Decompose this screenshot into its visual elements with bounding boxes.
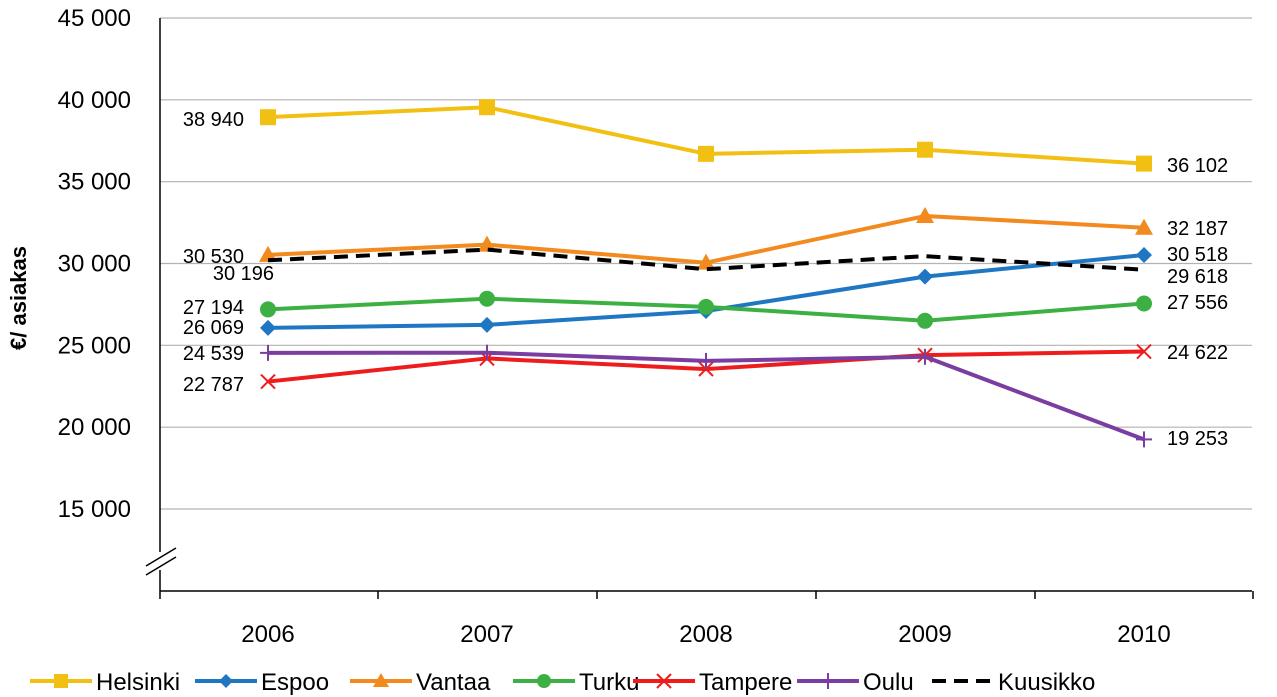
legend-label: Kuusikko — [998, 669, 1095, 696]
data-label: 36 102 — [1167, 155, 1228, 177]
legend-label: Vantaa — [416, 669, 491, 696]
marker-diamond — [479, 316, 495, 333]
marker-diamond — [917, 268, 933, 285]
marker-x — [1136, 343, 1152, 360]
x-tick-label: 2009 — [898, 621, 951, 648]
marker-x — [698, 361, 714, 377]
marker-triangle — [259, 245, 277, 262]
data-label: 32 187 — [1167, 218, 1228, 240]
series-group — [259, 99, 1153, 448]
gridlines — [160, 17, 1252, 510]
marker-triangle — [1135, 218, 1153, 235]
series-helsinki — [260, 99, 1152, 172]
y-tick-label: 45 000 — [58, 5, 131, 32]
legend-item-oulu: Oulu — [797, 669, 914, 696]
legend-label: Turku — [579, 669, 639, 696]
marker-x — [260, 373, 276, 390]
data-label: 24 622 — [1167, 342, 1228, 364]
marker-triangle — [478, 235, 496, 252]
legend-label: Tampere — [699, 669, 792, 696]
data-label: 30 196 — [213, 263, 274, 285]
legend-item-tampere: Tampere — [633, 669, 792, 696]
data-label: 19 253 — [1167, 428, 1228, 450]
legend-item-vantaa: Vantaa — [350, 669, 491, 696]
legend-item-helsinki: Helsinki — [30, 669, 180, 696]
marker-triangle — [697, 253, 715, 270]
axes: 15 000 20 000 25 000 30 000 35 000 40 000 45 0… — [58, 5, 1254, 648]
y-axis-label: €/ asiakas — [6, 246, 31, 350]
legend-item-turku: Turku — [513, 669, 639, 696]
legend-label: Helsinki — [96, 669, 180, 696]
marker-circle — [537, 674, 551, 688]
y-tick-label: 35 000 — [58, 169, 131, 196]
marker-circle — [698, 298, 714, 315]
data-label: 27 556 — [1167, 292, 1228, 314]
legend-label: Oulu — [863, 669, 914, 696]
legend-item-kuusikko: Kuusikko — [932, 669, 1095, 696]
y-tick-label: 20 000 — [58, 414, 131, 441]
data-label: 27 194 — [183, 297, 244, 319]
marker-x — [656, 673, 672, 689]
axis-break-mark — [145, 556, 177, 576]
marker-square — [698, 145, 714, 162]
marker-square — [479, 99, 495, 116]
data-label: 30 518 — [1167, 244, 1228, 266]
x-tick-label: 2010 — [1117, 621, 1170, 648]
data-label: 24 539 — [183, 343, 244, 365]
legend-label: Espoo — [261, 669, 329, 696]
marker-diamond — [1136, 247, 1152, 264]
marker-diamond — [219, 674, 233, 688]
y-tick-label: 25 000 — [58, 332, 131, 359]
x-tick-label: 2007 — [460, 621, 513, 648]
marker-triangle — [916, 207, 934, 224]
legend: Helsinki Espoo Vantaa Turku Tampere Oulu Kuusi… — [30, 669, 1095, 696]
y-tick-label: 15 000 — [58, 496, 131, 523]
data-label: 26 069 — [183, 317, 244, 339]
series-kuusikko — [267, 247, 1145, 272]
data-label: 38 940 — [183, 109, 244, 131]
data-label: 30 530 — [183, 246, 244, 268]
series-oulu — [260, 344, 1152, 448]
marker-square — [54, 674, 68, 688]
marker-square — [1136, 155, 1152, 172]
axis-break-gap — [146, 552, 176, 570]
x-tick-label: 2006 — [241, 621, 294, 648]
marker-square — [260, 109, 276, 126]
data-label: 22 787 — [183, 374, 244, 396]
series-line-kuusikko — [267, 247, 1145, 272]
marker-circle — [1136, 295, 1152, 312]
marker-square — [917, 141, 933, 158]
marker-circle — [917, 312, 933, 329]
y-tick-label: 40 000 — [58, 87, 131, 114]
series-turku — [260, 290, 1152, 329]
marker-circle — [479, 290, 495, 307]
y-tick-label: 30 000 — [58, 251, 131, 278]
x-tick-label: 2008 — [679, 621, 732, 648]
data-label: 29 618 — [1167, 266, 1228, 288]
marker-diamond — [260, 319, 276, 336]
axis-break-mark — [145, 547, 177, 567]
series-vantaa — [259, 207, 1153, 270]
marker-triangle — [373, 673, 389, 687]
marker-circle — [260, 301, 276, 318]
legend-item-espoo: Espoo — [195, 669, 329, 696]
